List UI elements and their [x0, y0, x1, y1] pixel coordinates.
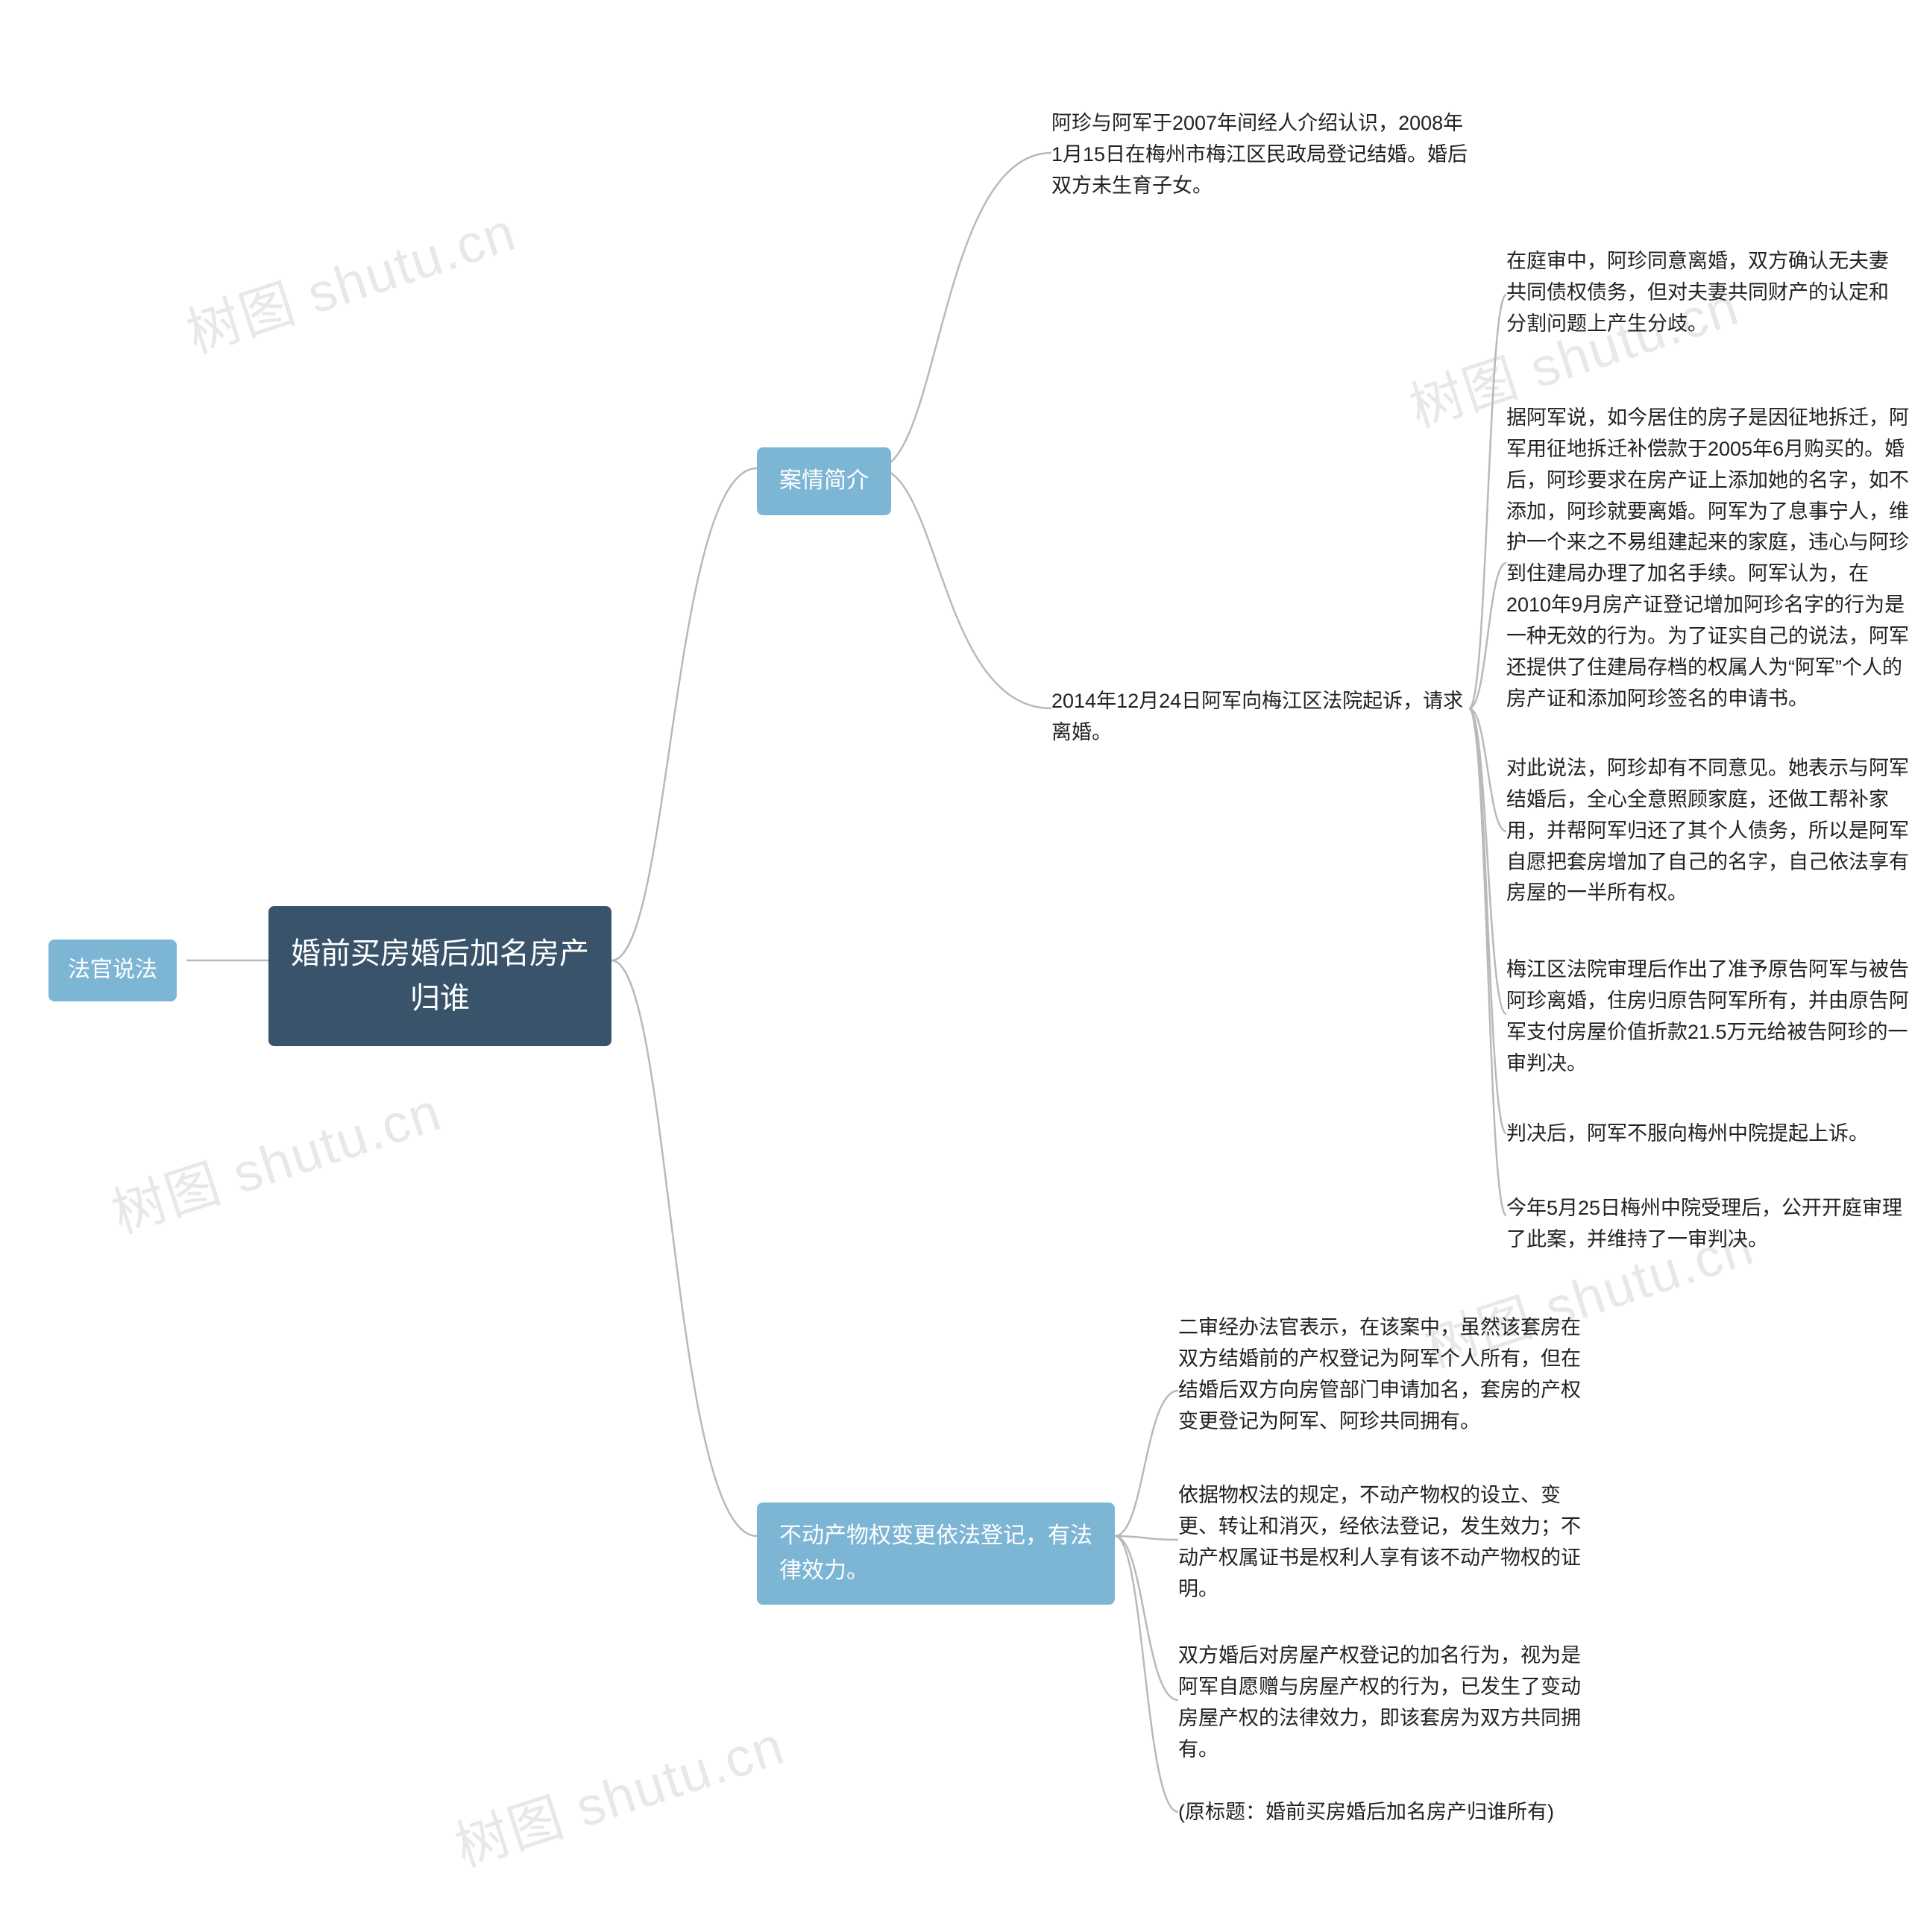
leaf-sub-5: 判决后，阿军不服向梅州中院提起上诉。 — [1506, 1118, 1909, 1150]
leaf-law-2: 依据物权法的规定，不动产物权的设立、变更、转让和消灭，经依法登记，发生效力；不动… — [1178, 1480, 1581, 1605]
leaf-sub-6: 今年5月25日梅州中院受理后，公开开庭审理了此案，并维持了一审判决。 — [1506, 1193, 1909, 1256]
leaf-case-2: 2014年12月24日阿军向梅江区法院起诉，请求离婚。 — [1051, 686, 1469, 749]
leaf-sub-2: 据阿军说，如今居住的房子是因征地拆迁，阿军用征地拆迁补偿款于2005年6月购买的… — [1506, 403, 1909, 714]
branch-law[interactable]: 不动产物权变更依法登记，有法律效力。 — [757, 1503, 1115, 1605]
leaf-law-1: 二审经办法官表示，在该案中，虽然该套房在双方结婚前的产权登记为阿军个人所有，但在… — [1178, 1312, 1581, 1437]
watermark: 树图 shutu.cn — [101, 1068, 450, 1247]
tag-judge-says[interactable]: 法官说法 — [48, 940, 177, 1001]
mindmap-canvas: 树图 shutu.cn 树图 shutu.cn 树图 shutu.cn 树图 s… — [0, 0, 1909, 1932]
leaf-sub-3: 对此说法，阿珍却有不同意见。她表示与阿军结婚后，全心全意照顾家庭，还做工帮补家用… — [1506, 753, 1909, 909]
watermark: 树图 shutu.cn — [444, 1702, 793, 1881]
leaf-law-4: (原标题：婚前买房婚后加名房产归谁所有) — [1178, 1797, 1581, 1828]
watermark: 树图 shutu.cn — [175, 188, 524, 368]
branch-case[interactable]: 案情简介 — [757, 447, 891, 515]
leaf-sub-1: 在庭审中，阿珍同意离婚，双方确认无夫妻共同债权债务，但对夫妻共同财产的认定和分割… — [1506, 246, 1902, 340]
leaf-sub-4: 梅江区法院审理后作出了准予原告阿军与被告阿珍离婚，住房归原告阿军所有，并由原告阿… — [1506, 954, 1909, 1079]
leaf-law-3: 双方婚后对房屋产权登记的加名行为，视为是阿军自愿赠与房屋产权的行为，已发生了变动… — [1178, 1640, 1581, 1765]
leaf-case-1: 阿珍与阿军于2007年间经人介绍认识，2008年1月15日在梅州市梅江区民政局登… — [1051, 108, 1469, 202]
root-node[interactable]: 婚前买房婚后加名房产归谁 — [268, 906, 611, 1046]
